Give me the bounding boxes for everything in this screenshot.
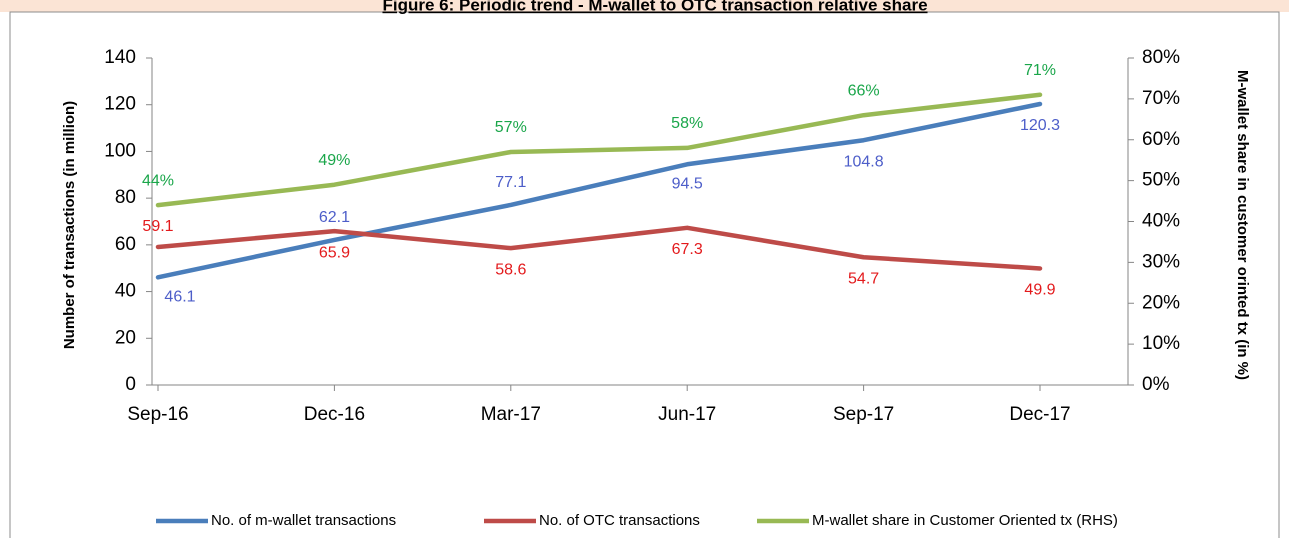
y-tick-label: 100 [104, 140, 136, 161]
y-tick-label: 20 [115, 327, 136, 348]
title-band [0, 0, 1289, 12]
data-label: 49.9 [1024, 282, 1055, 299]
legend-label: No. of m-wallet transactions [211, 512, 396, 529]
chart-frame [9, 11, 1280, 538]
data-label: 54.7 [848, 270, 879, 287]
y-tick-label: 60 [115, 234, 136, 255]
data-label: 46.1 [164, 289, 195, 306]
y-tick-label: 140 [104, 47, 136, 68]
series-line [155, 101, 1043, 280]
y2-axis-label: M-wallet share in customer orinted tx (i… [1234, 70, 1251, 380]
data-label: 44% [142, 172, 174, 189]
y-axis-label: Number of transactions (in million) [61, 101, 78, 349]
data-label: 94.5 [672, 175, 703, 192]
data-label: 120.3 [1020, 117, 1060, 134]
legend-label: M-wallet share in Customer Oriented tx (… [812, 512, 1118, 529]
chart-title: Figure 6: Periodic trend - M-wallet to O… [382, 0, 927, 14]
data-label: 58.6 [495, 261, 526, 278]
series-line [155, 225, 1043, 271]
data-label: 66% [848, 82, 880, 99]
x-tick-label: Mar-17 [481, 404, 541, 425]
x-tick-label: Sep-16 [127, 404, 188, 425]
x-tick-label: Jun-17 [658, 404, 716, 425]
data-label: 71% [1024, 62, 1056, 79]
data-label: 77.1 [495, 174, 526, 191]
y2-tick-label: 30% [1142, 251, 1180, 272]
y2-tick-label: 40% [1142, 211, 1180, 232]
data-label: 57% [495, 119, 527, 136]
data-label: 59.1 [142, 218, 173, 235]
y2-tick-label: 50% [1142, 170, 1180, 191]
data-label: 62.1 [319, 209, 350, 226]
data-label: 67.3 [672, 241, 703, 258]
y-tick-label: 0 [125, 374, 136, 395]
series-line [155, 92, 1043, 208]
y2-tick-label: 0% [1142, 374, 1170, 395]
x-tick-label: Dec-17 [1009, 404, 1070, 425]
y2-tick-label: 10% [1142, 333, 1180, 354]
data-label: 58% [671, 115, 703, 132]
data-label: 104.8 [844, 153, 884, 170]
y2-tick-label: 70% [1142, 88, 1180, 109]
data-label: 49% [318, 152, 350, 169]
y2-tick-label: 80% [1142, 47, 1180, 68]
y-tick-label: 80 [115, 187, 136, 208]
x-tick-label: Sep-17 [833, 404, 894, 425]
y-tick-label: 120 [104, 94, 136, 115]
y-tick-label: 40 [115, 281, 136, 302]
y2-tick-label: 20% [1142, 292, 1180, 313]
y2-tick-label: 60% [1142, 129, 1180, 150]
legend-label: No. of OTC transactions [539, 512, 700, 529]
data-label: 65.9 [319, 244, 350, 261]
x-tick-label: Dec-16 [304, 404, 365, 425]
